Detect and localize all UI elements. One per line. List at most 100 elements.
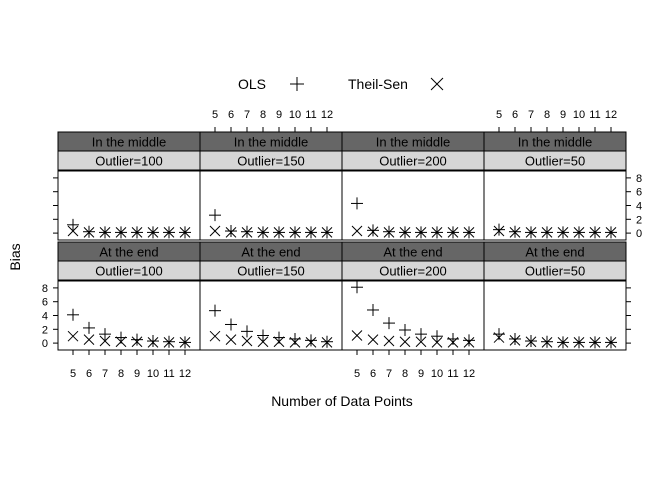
panel-bottom-3: At the end Outlier=50 [483, 241, 627, 351]
legend-plus-icon [290, 77, 304, 91]
theil-sen-point [273, 336, 285, 348]
theil-sen-point [463, 337, 475, 348]
x-tick-label: 11 [447, 368, 458, 380]
axes: 5 6 7 8 9 10 11 125 6 7 8 9 10 11 125 6 7 8 9 10 11 125 6 7 8 9 10… [42, 109, 642, 380]
y-tick-label: 6 [636, 187, 642, 199]
ols-point [99, 328, 111, 341]
panel-points [209, 304, 333, 348]
x-tick-label: 9 [276, 109, 282, 121]
theil-sen-point [209, 225, 221, 237]
x-tick-label: 7 [528, 109, 534, 121]
ols-point [83, 321, 95, 334]
theil-sen-point [257, 227, 269, 238]
theil-sen-point [209, 330, 221, 342]
x-tick-label: 8 [402, 368, 408, 380]
theil-sen-point [321, 337, 333, 348]
ols-point [257, 329, 269, 342]
y-tick-label: 8 [42, 283, 48, 295]
ols-point [305, 334, 317, 347]
x-tick-label: 9 [418, 368, 424, 380]
panel-points [493, 328, 617, 349]
ols-point [67, 218, 79, 231]
theil-sen-point [163, 337, 175, 348]
strip-outer-label: At the end [241, 245, 300, 260]
panel-bottom-1: At the end Outlier=150 [199, 241, 343, 351]
x-tick-label: 11 [589, 109, 600, 121]
theil-sen-point [367, 334, 379, 346]
theil-sen-point [463, 227, 475, 238]
theil-sen-point [257, 336, 269, 348]
theil-sen-point [351, 330, 363, 341]
strip-inner-label: Outlier=100 [95, 154, 163, 169]
panel-bottom-2: At the end Outlier=200 [341, 241, 485, 351]
theil-sen-point [509, 334, 521, 346]
theil-sen-point [147, 227, 159, 238]
strip-inner-label: Outlier=200 [379, 264, 447, 279]
strip-outer-label: At the end [383, 245, 442, 260]
theil-sen-point [525, 336, 537, 348]
theil-sen-point [493, 332, 505, 343]
strip-outer-label: In the middle [92, 135, 166, 150]
theil-sen-point [273, 227, 285, 238]
theil-sen-point [557, 337, 569, 348]
theil-sen-point [289, 227, 301, 238]
strip-outer-label: In the middle [376, 135, 450, 150]
theil-sen-point [541, 337, 553, 348]
panel-points [351, 197, 475, 239]
x-tick-label: 6 [228, 109, 234, 121]
strip-inner-bg [483, 260, 627, 281]
theil-sen-point [225, 334, 237, 346]
theil-sen-point [147, 337, 159, 348]
panel-frame [57, 280, 201, 351]
strip-inner-label: Outlier=200 [379, 154, 447, 169]
x-tick-label: 8 [118, 368, 124, 380]
y-tick-label: 4 [42, 311, 48, 323]
x-tick-label: 11 [305, 109, 316, 121]
ols-point [367, 224, 379, 237]
y-tick-label: 8 [636, 173, 642, 185]
theil-sen-point [131, 336, 143, 348]
theil-sen-point [179, 227, 191, 238]
theil-sen-point [67, 225, 79, 237]
y-tick-label: 6 [42, 297, 48, 309]
theil-sen-point [99, 335, 111, 347]
panel-points [67, 308, 191, 349]
legend-label-ols: OLS [238, 76, 266, 92]
x-tick-label: 12 [605, 109, 617, 121]
theil-sen-point [509, 227, 521, 238]
ols-point [225, 225, 237, 238]
theil-sen-point [83, 227, 95, 238]
x-tick-label: 10 [289, 109, 301, 121]
theil-sen-point [83, 334, 95, 346]
panel-frame [483, 170, 627, 241]
x-tick-label: 5 [212, 109, 218, 121]
panel-top-1: In the middle Outlier=150 [199, 131, 343, 241]
strip-inner-label: Outlier=50 [525, 154, 585, 169]
panel-top-0: In the middle Outlier=100 [57, 131, 201, 241]
ols-point [447, 332, 459, 345]
panel-points [209, 209, 333, 239]
theil-sen-point [605, 227, 617, 238]
theil-sen-point [305, 227, 317, 238]
ols-point [431, 330, 443, 343]
theil-sen-point [589, 337, 601, 348]
theil-sen-point [573, 227, 585, 238]
theil-sen-point [241, 227, 253, 238]
panel-frame [341, 170, 485, 241]
theil-sen-point [415, 227, 427, 238]
panel-points [351, 281, 475, 348]
theil-sen-point [399, 227, 411, 238]
theil-sen-point [305, 337, 317, 348]
theil-sen-point [557, 227, 569, 238]
x-tick-label: 6 [370, 368, 376, 380]
ols-point [147, 335, 159, 348]
x-tick-label: 8 [544, 109, 550, 121]
panel-frame [483, 280, 627, 351]
ols-point [289, 332, 301, 345]
x-tick-label: 5 [70, 368, 76, 380]
legend-symbol-ols [290, 77, 304, 91]
y-tick-label: 2 [42, 324, 48, 336]
x-tick-label: 6 [86, 368, 92, 380]
panel-frame [199, 170, 343, 241]
